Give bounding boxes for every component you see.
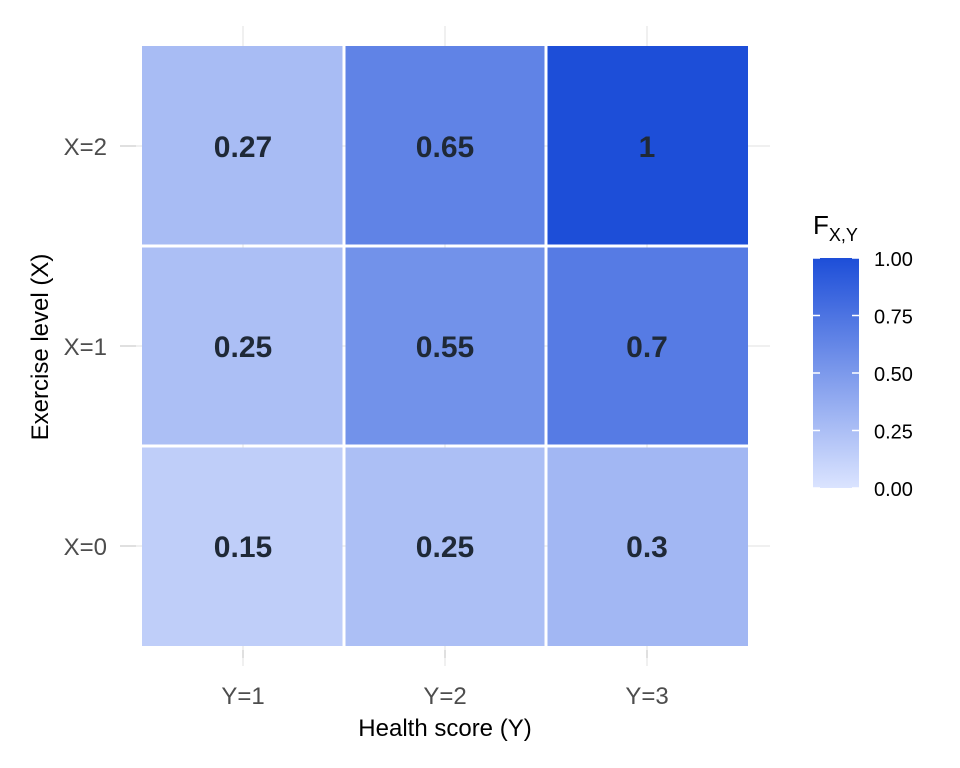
heatmap-cell xyxy=(345,447,545,646)
cell-value-label: 0.27 xyxy=(214,131,272,164)
heatmap-cell xyxy=(547,46,748,245)
x-tick-label: Y=3 xyxy=(625,683,668,710)
x-axis: Y=1 Y=2 Y=3 xyxy=(221,650,669,710)
cells-layer xyxy=(142,46,748,646)
cell-value-label: 0.7 xyxy=(626,331,668,364)
y-axis: X=0 X=1 X=2 xyxy=(64,134,136,561)
heatmap-cell xyxy=(547,447,748,646)
heatmap-cell xyxy=(345,46,545,245)
legend-tick-label: 1.00 xyxy=(874,249,913,271)
cell-value-label: 0.55 xyxy=(416,331,474,364)
y-tick-label: X=0 xyxy=(64,534,107,561)
legend-tick-label: 0.50 xyxy=(874,364,913,386)
heatmap-cell xyxy=(142,46,343,245)
legend-colorbar xyxy=(813,258,859,488)
cell-value-label: 0.15 xyxy=(214,531,272,564)
y-axis-title: Exercise level (X) xyxy=(27,254,54,441)
legend: FX,Y 1.00 0.75 0.50 0.25 0.00 xyxy=(813,210,913,501)
legend-title: FX,Y xyxy=(813,210,858,245)
y-tick-label: X=2 xyxy=(64,134,107,161)
y-tick-label: X=1 xyxy=(64,334,107,361)
heatmap-cell xyxy=(345,247,545,445)
x-axis-title: Health score (Y) xyxy=(358,715,531,742)
x-tick-label: Y=2 xyxy=(423,683,466,710)
cell-value-label: 0.25 xyxy=(214,331,272,364)
legend-tick-label: 0.25 xyxy=(874,422,913,444)
legend-title-subscript: X,Y xyxy=(829,225,858,245)
cell-value-label: 0.65 xyxy=(416,131,474,164)
heatmap-cell xyxy=(547,247,748,445)
legend-ticks: 1.00 0.75 0.50 0.25 0.00 xyxy=(813,249,913,501)
legend-tick-label: 0.75 xyxy=(874,307,913,329)
cell-value-label: 1 xyxy=(639,131,656,164)
legend-title-main: F xyxy=(813,210,829,240)
heatmap-cell xyxy=(142,247,343,445)
cell-value-label: 0.3 xyxy=(626,531,668,564)
legend-tick-label: 0.00 xyxy=(874,479,913,501)
x-tick-label: Y=1 xyxy=(221,683,264,710)
cell-labels-layer: 0.15 0.25 0.3 0.25 0.55 0.7 0.27 0.65 1 xyxy=(214,131,668,564)
heatmap-cell xyxy=(142,447,343,646)
cell-value-label: 0.25 xyxy=(416,531,474,564)
